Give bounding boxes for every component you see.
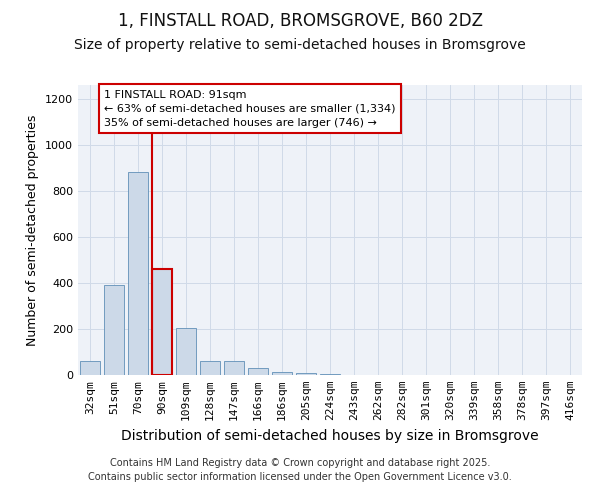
Y-axis label: Number of semi-detached properties: Number of semi-detached properties — [26, 114, 40, 346]
Bar — [320, 374, 340, 375]
Bar — [200, 360, 220, 375]
Bar — [248, 368, 268, 375]
Text: 1, FINSTALL ROAD, BROMSGROVE, B60 2DZ: 1, FINSTALL ROAD, BROMSGROVE, B60 2DZ — [118, 12, 482, 30]
Bar — [272, 372, 292, 375]
Bar — [80, 361, 100, 375]
Bar — [176, 328, 196, 375]
Text: Size of property relative to semi-detached houses in Bromsgrove: Size of property relative to semi-detach… — [74, 38, 526, 52]
Bar — [296, 373, 316, 375]
Bar — [152, 269, 172, 375]
Text: 1 FINSTALL ROAD: 91sqm
← 63% of semi-detached houses are smaller (1,334)
35% of : 1 FINSTALL ROAD: 91sqm ← 63% of semi-det… — [104, 90, 396, 128]
Bar — [104, 285, 124, 375]
Text: Contains HM Land Registry data © Crown copyright and database right 2025.
Contai: Contains HM Land Registry data © Crown c… — [88, 458, 512, 482]
X-axis label: Distribution of semi-detached houses by size in Bromsgrove: Distribution of semi-detached houses by … — [121, 428, 539, 442]
Bar — [224, 360, 244, 375]
Bar — [128, 172, 148, 375]
